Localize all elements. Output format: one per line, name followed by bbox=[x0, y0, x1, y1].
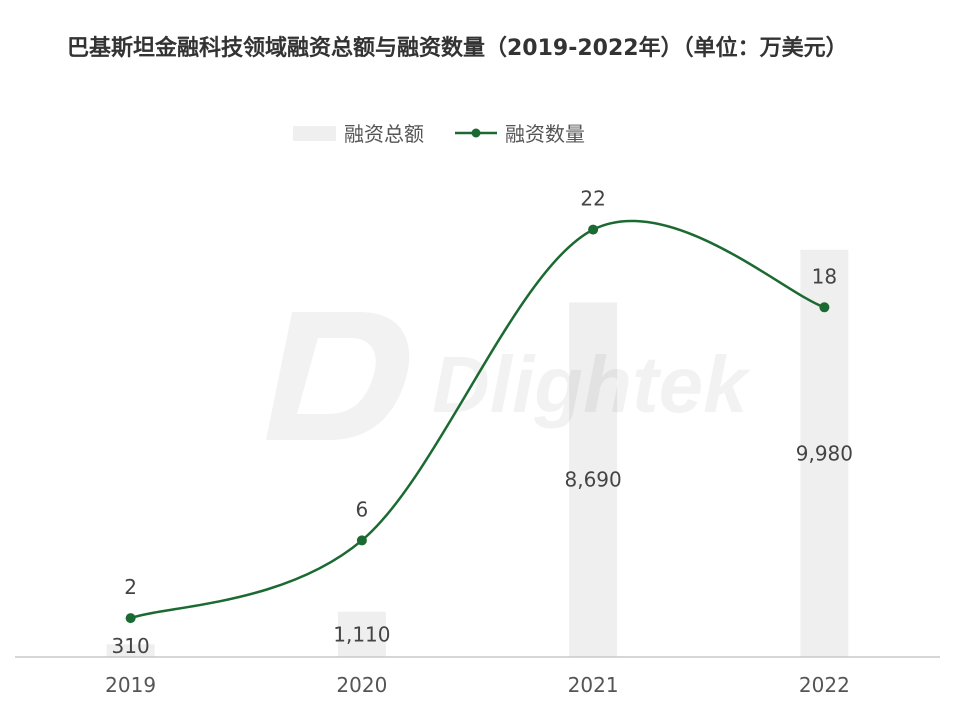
line-point-2020 bbox=[356, 535, 367, 546]
line-series bbox=[125, 219, 830, 624]
legend-bar-swatch bbox=[293, 126, 336, 141]
bar-label-2022: 9,980 bbox=[796, 441, 853, 465]
legend-line-marker bbox=[471, 128, 481, 138]
line-label-2022: 18 bbox=[812, 264, 837, 288]
bar-label-2020: 1,110 bbox=[333, 622, 390, 646]
line-point-2019 bbox=[125, 613, 136, 624]
watermark-logo bbox=[266, 312, 410, 440]
x-tick-label-2021: 2021 bbox=[568, 673, 619, 697]
x-axis-labels: 2019 2020 2021 2022 bbox=[105, 673, 850, 697]
x-tick-label-2019: 2019 bbox=[105, 673, 156, 697]
bar-2022 bbox=[800, 249, 849, 658]
bar-data-labels: 310 1,110 8,690 9,980 bbox=[112, 441, 853, 658]
bar-2021 bbox=[569, 302, 618, 657]
line-point-2022 bbox=[819, 302, 830, 313]
x-tick-label-2020: 2020 bbox=[336, 673, 387, 697]
watermark: Dlightek bbox=[266, 312, 751, 440]
legend-item-bar: 融资总额 bbox=[293, 122, 424, 146]
bar-2019 bbox=[106, 644, 155, 657]
legend-bar-label: 融资总额 bbox=[344, 122, 424, 146]
legend-item-line: 融资数量 bbox=[455, 122, 585, 146]
line-label-2020: 6 bbox=[356, 497, 369, 521]
legend: 融资总额 融资数量 bbox=[293, 122, 585, 146]
bar-2020 bbox=[337, 611, 386, 657]
x-tick-label-2022: 2022 bbox=[799, 673, 850, 697]
bar-label-2021: 8,690 bbox=[564, 468, 621, 492]
chart-title: 巴基斯坦金融科技领域融资总额与融资数量（2019-2022年）（单位：万美元） bbox=[67, 35, 848, 61]
watermark-text: Dlightek bbox=[432, 340, 751, 429]
bar-label-2019: 310 bbox=[112, 634, 150, 658]
bar-series bbox=[106, 249, 849, 658]
line-label-2021: 22 bbox=[580, 187, 605, 211]
legend-line-label: 融资数量 bbox=[505, 122, 585, 146]
line-point-2021 bbox=[588, 224, 599, 235]
line-path bbox=[130, 219, 825, 620]
line-label-2019: 2 bbox=[124, 575, 137, 599]
